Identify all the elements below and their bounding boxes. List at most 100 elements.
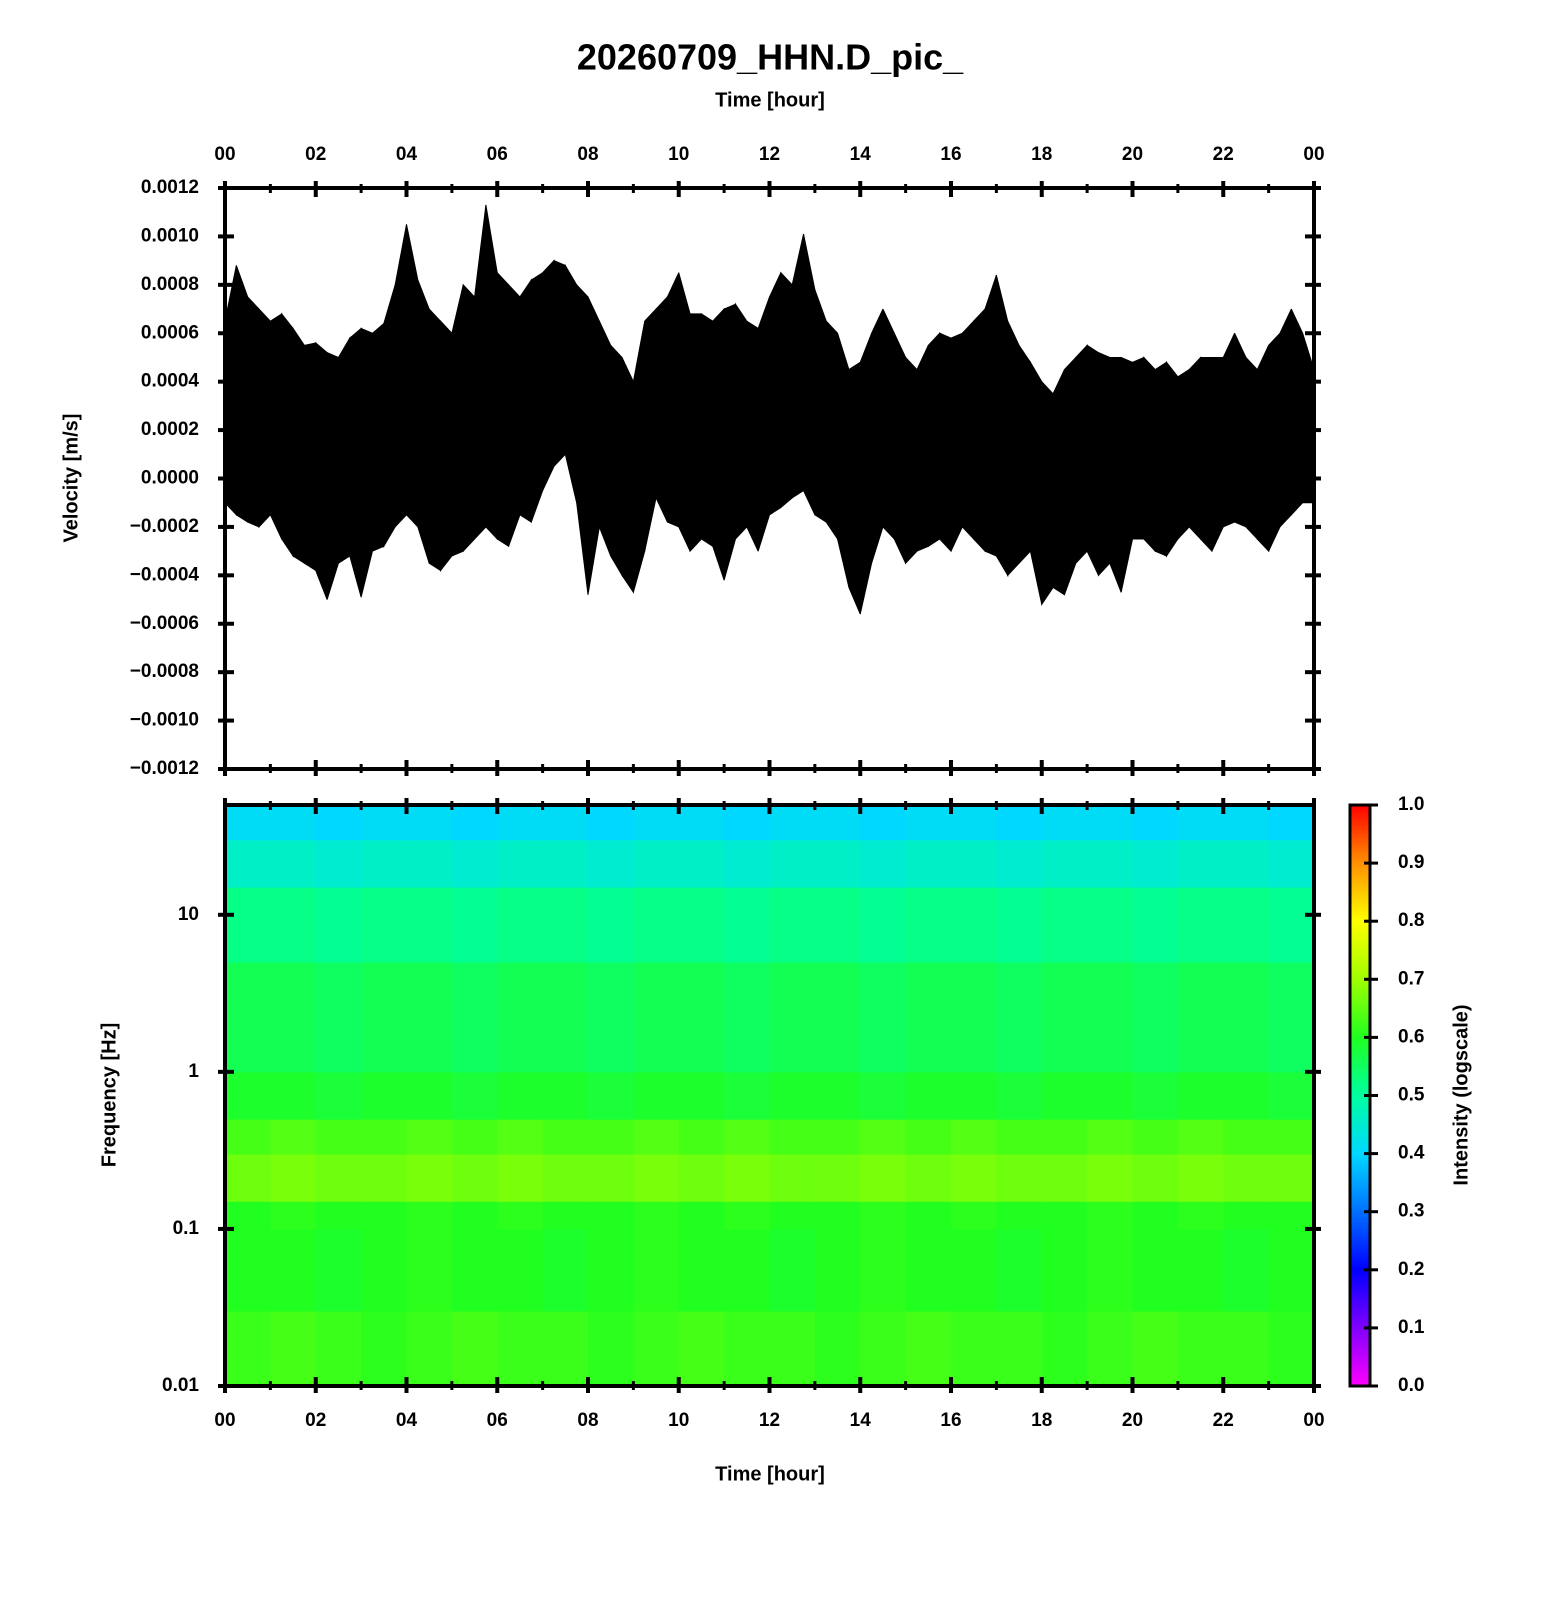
heatmap-cell: [860, 1119, 907, 1155]
heatmap-cell: [724, 1153, 770, 1202]
heatmap-cell: [1268, 1119, 1315, 1155]
waveform-segment: [281, 312, 294, 558]
heatmap-cell: [769, 1311, 816, 1387]
heatmap-cell: [451, 839, 498, 888]
y-tick-label: 0.0004: [141, 371, 200, 392]
heatmap-cell: [814, 887, 861, 963]
heatmap-cell: [406, 1311, 453, 1387]
waveform-segment: [1211, 356, 1224, 552]
heatmap-cell: [633, 1119, 680, 1155]
heatmap-cell: [1177, 962, 1224, 1073]
waveform-segment: [678, 272, 691, 552]
heatmap-cell: [951, 1201, 997, 1230]
colorbar-tick-label: 0.0: [1398, 1375, 1424, 1396]
heatmap-cell: [361, 1119, 407, 1155]
heatmap-cell: [1132, 962, 1179, 1073]
heatmap-cell: [497, 805, 544, 841]
y-tick-label: 0.0006: [141, 322, 199, 343]
colorbar-tick-label: 0.2: [1398, 1259, 1424, 1280]
waveform-segment: [360, 327, 373, 598]
heatmap-cell: [724, 1228, 770, 1312]
heatmap-cell: [542, 839, 589, 888]
waveform-segment: [757, 296, 770, 552]
heatmap-cell: [951, 1119, 997, 1155]
waveform-segment: [893, 333, 907, 564]
heatmap-cell: [225, 1119, 271, 1155]
colorbar-tick-label: 0.9: [1398, 852, 1424, 873]
heatmap-cell: [951, 1071, 997, 1120]
heatmap-cell: [951, 962, 997, 1073]
waveform-segment: [825, 319, 839, 541]
heatmap-cell: [860, 1201, 907, 1230]
heatmap-cell: [769, 1201, 816, 1230]
waveform-segment: [326, 351, 339, 600]
waveform-segment: [1222, 333, 1236, 528]
heatmap-cell: [996, 1201, 1043, 1230]
waveform-segment: [496, 271, 510, 548]
heatmap-cell: [542, 1153, 589, 1202]
heatmap-cell: [633, 1201, 680, 1230]
x-tick-label: 00: [214, 1410, 235, 1431]
heatmap-cell: [497, 839, 544, 888]
waveform-segment: [859, 333, 873, 615]
colorbar-tick-label: 0.4: [1398, 1143, 1425, 1164]
heatmap-cell: [270, 839, 317, 888]
heatmap-cell: [542, 1071, 589, 1120]
heatmap-cell: [497, 1119, 544, 1155]
x-tick-label: 22: [1213, 144, 1234, 165]
x-tick-label: 16: [940, 1410, 961, 1431]
y-tick-label: 1: [188, 1061, 199, 1082]
y-tick-label: −0.0002: [130, 516, 199, 537]
colorbar-tick-label: 0.6: [1398, 1026, 1424, 1047]
heatmap-cell: [1223, 1311, 1270, 1387]
heatmap-cell: [588, 1201, 634, 1230]
waveform-segment: [383, 284, 396, 549]
heatmap-cell: [633, 1311, 680, 1387]
waveform-segment: [1256, 345, 1270, 553]
heatmap-cell: [315, 887, 362, 963]
waveform-segment: [349, 327, 362, 598]
x-axis-title: Time [hour]: [715, 1463, 825, 1485]
heatmap-cell: [315, 1153, 362, 1202]
heatmap-cell: [996, 1153, 1043, 1202]
heatmap-cell: [542, 1119, 589, 1155]
colorbar-tick-label: 0.1: [1398, 1317, 1425, 1338]
heatmap-cell: [724, 887, 770, 963]
waveform-segment: [905, 356, 918, 565]
heatmap-cell: [1268, 839, 1315, 888]
x-tick-label: 20: [1122, 1410, 1143, 1431]
heatmap-cell: [497, 962, 544, 1073]
heatmap-cell: [860, 887, 907, 963]
heatmap-cell: [1132, 839, 1179, 888]
heatmap-cell: [769, 962, 816, 1073]
y-tick-label: 10: [178, 904, 199, 925]
heatmap-cell: [451, 887, 498, 963]
heatmap-cell: [678, 1228, 725, 1312]
heatmap-cell: [1087, 1119, 1133, 1155]
heatmap-cell: [1177, 839, 1224, 888]
waveform-segment: [337, 336, 351, 565]
heatmap-cell: [769, 1119, 816, 1155]
heatmap-cell: [905, 1311, 952, 1387]
colorbar-tick-label: 0.5: [1398, 1085, 1425, 1106]
waveform-segment: [666, 272, 680, 528]
waveform-segment: [1268, 331, 1281, 552]
waveform-segment: [882, 308, 895, 541]
waveform-segment: [1097, 351, 1111, 577]
x-tick-label: 04: [396, 1410, 418, 1431]
heatmap-cell: [588, 805, 634, 841]
heatmap-cell: [905, 1228, 952, 1312]
heatmap-cell: [633, 1153, 680, 1202]
heatmap-cell: [315, 1201, 362, 1230]
heatmap-cell: [633, 1228, 680, 1312]
heatmap-cell: [1177, 1201, 1224, 1230]
y-tick-label: 0.1: [173, 1218, 200, 1239]
heatmap-cell: [860, 962, 907, 1073]
waveform-segment: [927, 331, 941, 548]
heatmap-cell: [588, 1119, 634, 1155]
x-tick-label: 18: [1031, 144, 1052, 165]
heatmap-cell: [1041, 839, 1088, 888]
waveform-segment: [1018, 343, 1031, 565]
